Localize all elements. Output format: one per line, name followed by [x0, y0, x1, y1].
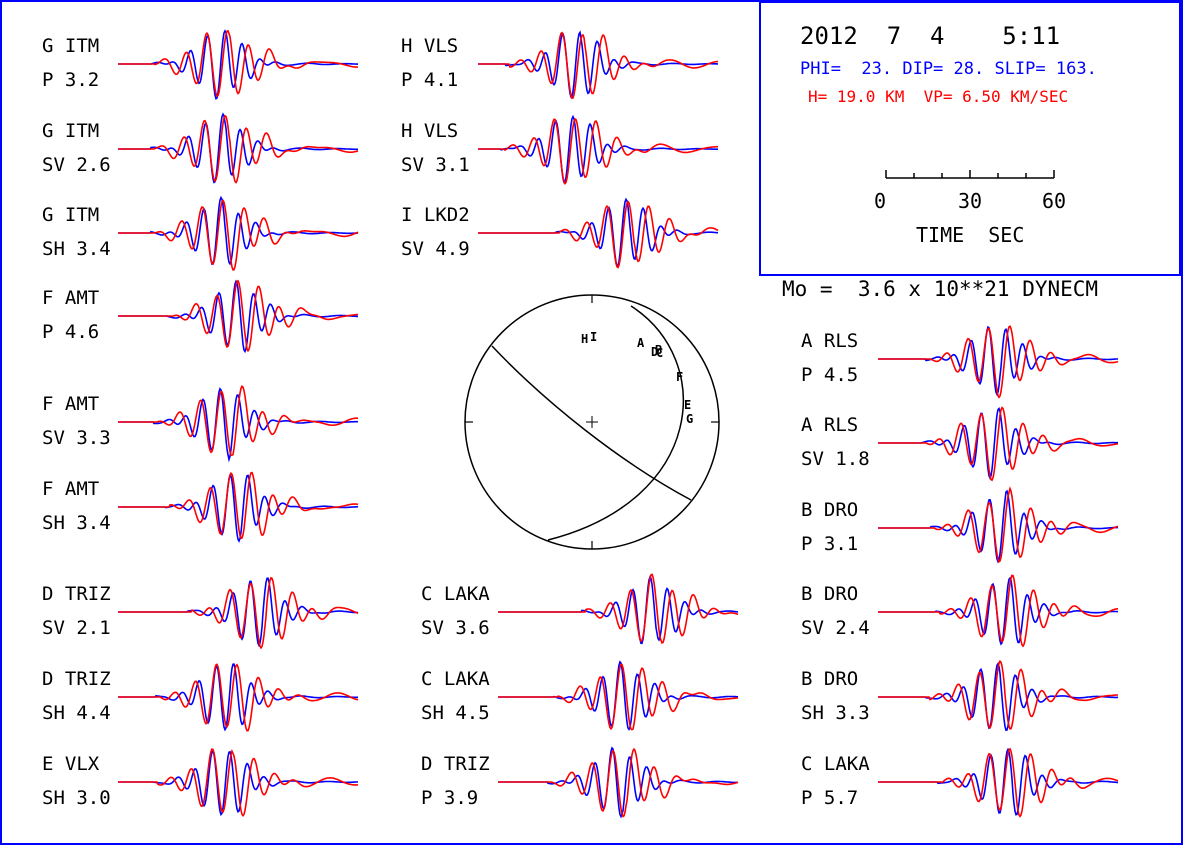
trace-station-label: C LAKA: [801, 753, 870, 775]
trace-phase-amp-label: P 4.5: [801, 364, 858, 386]
observed-waveform: [118, 195, 359, 266]
synthetic-waveform: [118, 279, 359, 353]
synthetic-waveform: [118, 114, 359, 184]
observed-waveform: [878, 325, 1119, 397]
synthetic-waveform: [118, 29, 358, 98]
trace-station-label: G ITM: [42, 204, 99, 226]
trace-phase-amp-label: SH 4.5: [421, 702, 490, 724]
station-marker: B: [655, 343, 662, 357]
time-axis-label: TIME SEC: [916, 223, 1024, 247]
trace-station-label: F AMT: [42, 478, 99, 500]
trace-phase-amp-label: P 4.6: [42, 321, 99, 343]
nodal-plane-2: [547, 305, 684, 541]
observed-waveform: [478, 30, 718, 99]
trace-station-label: D TRIZ: [421, 753, 490, 775]
trace-phase-amp-label: SH 3.3: [801, 702, 870, 724]
mechanism-params: PHI= 23. DIP= 28. SLIP= 163.: [800, 59, 1097, 79]
synthetic-waveform: [878, 486, 1119, 563]
station-marker: G: [686, 412, 693, 426]
synthetic-waveform: [878, 406, 1119, 482]
synthetic-waveform: [118, 471, 359, 540]
trace-station-label: G ITM: [42, 120, 99, 142]
trace-station-label: I LKD2: [401, 204, 470, 226]
focal-sphere: H I A D B C F E G: [464, 294, 720, 550]
observed-waveform: [118, 387, 358, 463]
observed-waveform: [498, 660, 738, 731]
trace-phase-amp-label: SV 4.9: [401, 238, 470, 260]
trace-phase-amp-label: SV 2.6: [42, 154, 111, 176]
time-tick-label: 60: [1042, 189, 1066, 213]
time-tick-label: 0: [874, 189, 886, 213]
seismic-moment: Mo = 3.6 x 10**21 DYNECM: [782, 277, 1098, 301]
observed-waveform: [498, 575, 739, 645]
synthetic-waveform: [498, 747, 739, 818]
synthetic-waveform: [878, 659, 1118, 730]
synthetic-waveform: [498, 663, 739, 731]
trace-station-label: B DRO: [801, 499, 858, 521]
synthetic-waveform: [118, 748, 359, 818]
trace-phase-amp-label: P 5.7: [801, 787, 858, 809]
trace-station-label: A RLS: [801, 330, 858, 352]
trace-station-label: F AMT: [42, 287, 99, 309]
trace-station-label: E VLX: [42, 753, 100, 775]
depth-velocity: H= 19.0 KM VP= 6.50 KM/SEC: [808, 87, 1068, 106]
station-marker: D: [651, 345, 658, 359]
trace-station-label: B DRO: [801, 583, 858, 605]
trace-station-label: H VLS: [401, 120, 458, 142]
trace-station-label: G ITM: [42, 35, 99, 57]
synthetic-waveform: [878, 325, 1119, 399]
synthetic-waveform: [478, 118, 718, 186]
synthetic-waveform: [878, 574, 1119, 648]
trace-phase-amp-label: SH 4.4: [42, 702, 111, 724]
waveform-traces: G ITM P 3.2 G ITM SV 2.6 G ITM SH 3.4 F AMT P 4…: [42, 29, 1119, 819]
synthetic-waveform: [118, 576, 359, 650]
trace-phase-amp-label: P 4.1: [401, 69, 458, 91]
station-marker: A: [637, 336, 645, 350]
trace-phase-amp-label: SH 3.4: [42, 512, 111, 534]
trace-phase-amp-label: SV 3.6: [421, 617, 490, 639]
station-marker: E: [684, 398, 691, 412]
trace-station-label: B DRO: [801, 668, 858, 690]
trace-station-label: D TRIZ: [42, 668, 111, 690]
station-marker: I: [590, 330, 597, 344]
time-tick-label: 30: [958, 189, 982, 213]
station-marker: H: [581, 332, 588, 346]
trace-station-label: F AMT: [42, 393, 99, 415]
synthetic-waveform: [478, 31, 719, 100]
observed-waveform: [878, 489, 1118, 564]
trace-phase-amp-label: SV 3.3: [42, 427, 111, 449]
synthetic-waveform: [878, 747, 1119, 818]
observed-waveform: [478, 114, 718, 184]
synthetic-waveform: [478, 200, 719, 269]
synthetic-waveform: [118, 199, 359, 271]
observed-waveform: [118, 663, 358, 732]
station-marker: F: [676, 370, 683, 384]
station-marker: C: [656, 346, 663, 360]
trace-station-label: C LAKA: [421, 583, 490, 605]
trace-phase-amp-label: SV 3.1: [401, 154, 470, 176]
trace-phase-amp-label: P 3.2: [42, 69, 99, 91]
trace-station-label: H VLS: [401, 35, 458, 57]
synthetic-waveform: [118, 663, 359, 732]
synthetic-waveform: [498, 573, 739, 644]
trace-phase-amp-label: SV 1.8: [801, 448, 870, 470]
trace-station-label: A RLS: [801, 414, 858, 436]
synthetic-waveform: [118, 385, 358, 457]
trace-phase-amp-label: SH 3.4: [42, 238, 111, 260]
time-scale-bar: 0 30 60 TIME SEC: [874, 170, 1066, 247]
trace-phase-amp-label: P 3.1: [801, 533, 858, 555]
trace-phase-amp-label: P 3.9: [421, 787, 478, 809]
trace-station-label: D TRIZ: [42, 583, 111, 605]
trace-station-label: C LAKA: [421, 668, 490, 690]
trace-phase-amp-label: SV 2.4: [801, 617, 870, 639]
trace-phase-amp-label: SH 3.0: [42, 787, 111, 809]
event-date: 2012 7 4 5:11: [800, 22, 1060, 50]
nodal-plane-1: [491, 345, 692, 501]
info-box: [759, 1, 1181, 276]
trace-phase-amp-label: SV 2.1: [42, 617, 111, 639]
